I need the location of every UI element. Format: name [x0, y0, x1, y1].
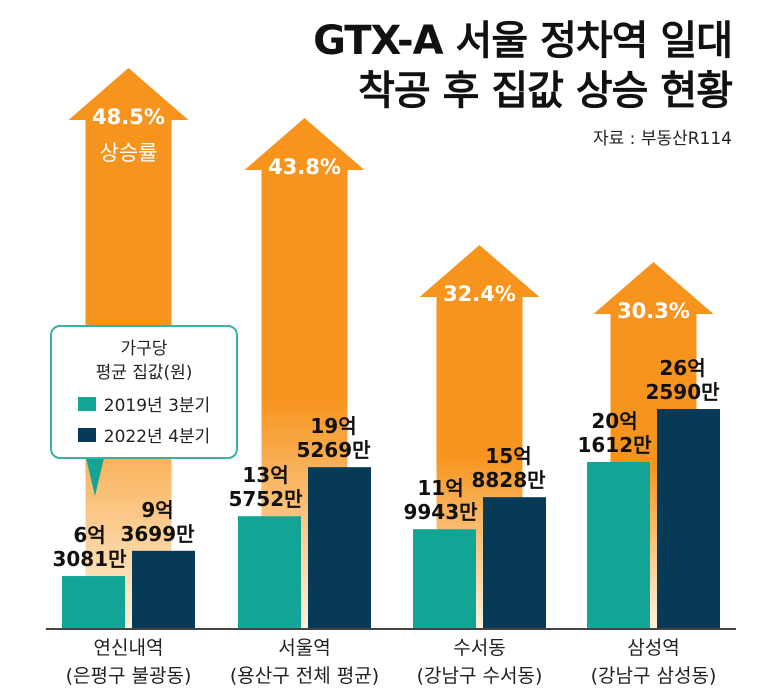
value-label: 1612만: [577, 433, 652, 457]
source-note: 자료 : 부동산R114: [593, 129, 732, 149]
growth-label: 30.3%: [617, 299, 690, 323]
value-label: 9943만: [403, 500, 478, 524]
legend-pointer: [86, 458, 104, 496]
legend-title-line: 평균 집값(원): [95, 363, 193, 383]
legend-swatch: [77, 396, 96, 411]
bar-2022: [483, 497, 546, 628]
value-label: 20억: [591, 409, 637, 433]
bar-2022: [308, 467, 371, 628]
value-label: 11억: [417, 476, 463, 500]
legend-title: 가구당 평균 집값(원): [52, 337, 236, 385]
legend-label: 2019년 3분기: [103, 396, 211, 416]
value-label: 19억: [310, 414, 356, 438]
growth-label: 32.4%: [443, 282, 516, 306]
value-label: 3699만: [120, 522, 195, 546]
bar-2022: [132, 550, 195, 628]
chart-title: GTX-A 서울 정차역 일대 착공 후 집값 상승 현황: [313, 16, 733, 116]
value-label: 15억: [485, 444, 531, 468]
bar-2019: [238, 516, 301, 628]
title-line-2: 착공 후 집값 상승 현황: [358, 68, 733, 114]
category-label: 수서동: [453, 637, 505, 659]
legend-title-line: 가구당: [120, 339, 168, 359]
value-label: 6억: [73, 523, 105, 547]
value-label: 5269만: [296, 438, 371, 462]
value-label: 9억: [141, 498, 173, 522]
value-label: 13억: [242, 463, 288, 487]
category-sublabel: (은평구 불광동): [66, 665, 192, 687]
value-label: 3081만: [52, 547, 127, 571]
bar-2019: [62, 576, 125, 628]
legend-item-2019: 2019년 3분기: [52, 391, 236, 416]
value-label: 2590만: [645, 380, 720, 404]
category-label: 삼성역: [627, 637, 679, 659]
legend-label: 2022년 4분기: [103, 427, 211, 447]
legend-item-2022: 2022년 4분기: [52, 422, 236, 447]
value-label: 5752만: [228, 487, 303, 511]
category-sublabel: (강남구 수서동): [417, 665, 543, 687]
bar-2022: [657, 409, 720, 628]
growth-label: 48.5%: [92, 105, 165, 129]
value-label: 8828만: [471, 468, 546, 492]
category-label: 서울역: [278, 637, 330, 659]
growth-caption: 상승률: [100, 141, 158, 165]
growth-label: 43.8%: [268, 155, 341, 179]
category-sublabel: (강남구 삼성동): [591, 665, 717, 687]
category-label: 연신내역: [94, 637, 164, 659]
title-line-1: GTX-A 서울 정차역 일대: [313, 18, 733, 64]
category-sublabel: (용산구 전체 평균): [230, 665, 379, 687]
legend: 가구당 평균 집값(원) 2019년 3분기 2022년 4분기: [50, 325, 238, 459]
value-label: 26억: [659, 356, 705, 380]
bar-2019: [587, 461, 650, 628]
legend-swatch: [77, 427, 96, 442]
bar-2019: [413, 529, 476, 628]
